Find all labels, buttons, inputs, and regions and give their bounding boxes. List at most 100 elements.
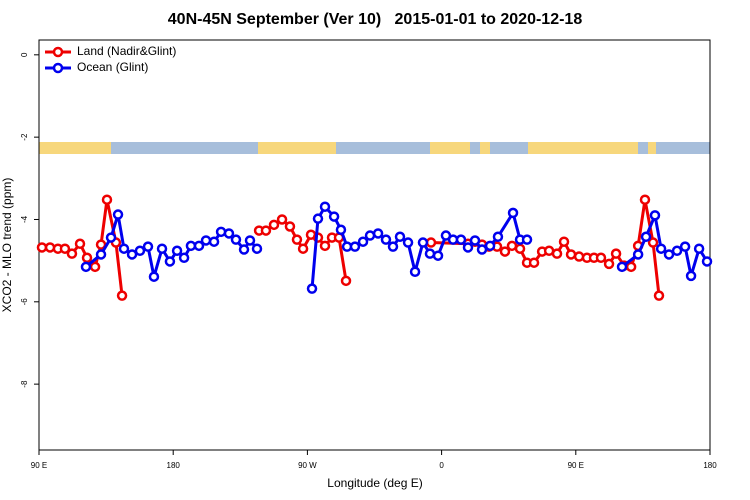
point	[432, 250, 444, 261]
x-tick-label: 0	[439, 461, 444, 470]
point	[284, 221, 296, 232]
point	[639, 194, 651, 205]
x-tick-label: 90 W	[298, 461, 317, 470]
point	[573, 251, 585, 262]
point	[112, 209, 124, 220]
point	[230, 234, 242, 245]
point	[200, 235, 212, 246]
point	[663, 249, 675, 260]
point	[653, 290, 665, 301]
chart-title: 40N-45N September (Ver 10) 2015-01-01 to…	[168, 11, 583, 28]
point	[506, 240, 518, 252]
point	[372, 228, 384, 239]
point	[116, 290, 128, 301]
point	[178, 252, 190, 264]
point	[551, 248, 563, 259]
point	[185, 240, 197, 252]
y-tick-label: -8	[20, 380, 29, 388]
point	[603, 258, 615, 270]
point	[193, 240, 205, 252]
point	[164, 256, 176, 267]
y-tick-label: -4	[20, 215, 29, 223]
point	[671, 245, 683, 257]
point	[81, 252, 93, 264]
point	[455, 234, 467, 245]
point	[625, 261, 637, 273]
point	[521, 234, 533, 245]
point	[95, 239, 107, 250]
point	[364, 230, 376, 241]
point	[319, 240, 331, 252]
point	[469, 235, 481, 246]
point	[655, 243, 667, 254]
point	[291, 234, 303, 245]
point	[349, 241, 361, 252]
point	[142, 241, 154, 252]
point	[126, 249, 138, 260]
point	[268, 219, 280, 231]
point	[223, 228, 235, 239]
point	[462, 242, 474, 253]
point	[424, 248, 436, 259]
point	[649, 210, 661, 221]
point	[693, 243, 705, 254]
point	[632, 249, 644, 260]
point	[306, 283, 318, 294]
point	[101, 194, 113, 205]
point	[484, 240, 496, 252]
point	[251, 243, 263, 254]
point	[134, 245, 146, 257]
point	[616, 261, 628, 273]
point	[679, 241, 691, 252]
point	[595, 252, 607, 264]
x-tick-label: 180	[703, 461, 717, 470]
point	[402, 237, 414, 248]
point	[514, 243, 526, 254]
point	[36, 242, 48, 253]
point	[357, 236, 369, 247]
point	[507, 207, 519, 219]
point	[685, 270, 697, 282]
plot-frame	[38, 39, 711, 451]
point	[476, 244, 488, 255]
point	[701, 256, 713, 267]
point	[238, 244, 250, 255]
legend-marker	[52, 46, 64, 58]
x-axis-label: Longitude (deg E)	[327, 476, 422, 490]
point	[647, 237, 659, 248]
point	[492, 231, 504, 243]
point	[89, 261, 101, 273]
point	[340, 275, 352, 287]
point	[208, 236, 220, 247]
point	[95, 249, 107, 260]
point	[312, 213, 324, 224]
y-tick-label: -2	[20, 133, 29, 141]
point	[80, 261, 92, 273]
point	[297, 243, 309, 254]
point	[425, 237, 437, 248]
legend-label: Ocean (Glint)	[77, 60, 148, 74]
point	[276, 214, 288, 225]
point	[499, 246, 511, 257]
y-axis-label: XCO2 - MLO trend (ppm)	[0, 178, 14, 313]
legend: Land (Nadir&Glint) Ocean (Glint)	[45, 44, 176, 74]
land-ocean-band	[39, 142, 710, 154]
point	[74, 238, 86, 250]
point	[565, 249, 577, 260]
point	[171, 245, 183, 257]
point	[319, 201, 331, 212]
point	[244, 235, 256, 246]
point	[66, 248, 78, 259]
point	[640, 231, 652, 243]
point	[558, 236, 570, 247]
point	[409, 266, 421, 278]
point	[417, 237, 429, 248]
point	[528, 257, 540, 268]
x-tick-label: 90 E	[31, 461, 47, 470]
point	[260, 225, 272, 236]
y-tick-label: -6	[20, 298, 29, 306]
point	[610, 248, 622, 259]
point	[118, 243, 130, 254]
y-tick-label: 0	[20, 52, 29, 57]
